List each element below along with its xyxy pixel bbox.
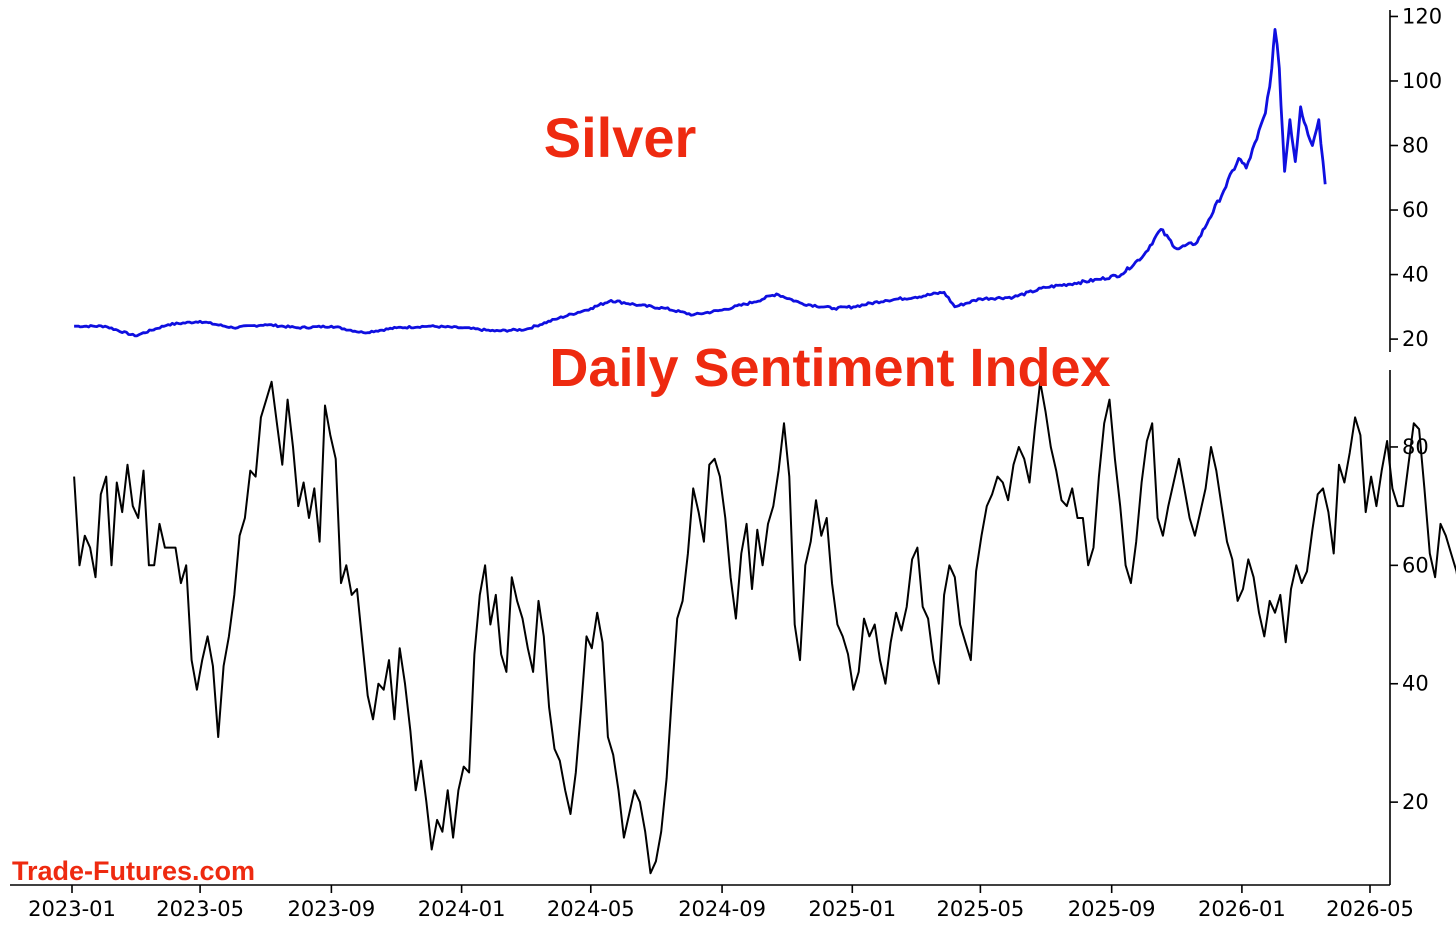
x-axis: 2023-01 2023-05 2023-09 2024-01 2024-05 2024-… [10, 884, 1414, 921]
x-tick-label: 2025-05 [937, 897, 1025, 921]
silver-panel: 20 40 60 80 100 120 Silver [74, 4, 1442, 352]
dsi-line [73, 380, 1456, 875]
x-ticks: 2023-01 2023-05 2023-09 2024-01 2024-05 2024-… [28, 885, 1414, 921]
dsi-title: Daily Sentiment Index [549, 338, 1110, 398]
silver-y-tick-label: 20 [1402, 327, 1429, 351]
silver-price-line [74, 28, 1327, 338]
dsi-y-tick-label: 40 [1402, 672, 1429, 696]
silver-y-tick-label: 100 [1402, 69, 1442, 93]
dsi-y-tick-label: 60 [1402, 553, 1429, 577]
x-tick-label: 2025-01 [808, 897, 896, 921]
silver-y-tick-label: 80 [1402, 134, 1429, 158]
silver-title: Silver [544, 106, 697, 169]
silver-y-ticks: 20 40 60 80 100 120 [1390, 4, 1442, 351]
dsi-panel: 20 40 60 80 Daily Sentiment Index [73, 338, 1456, 885]
x-tick-label: 2023-05 [156, 897, 244, 921]
dsi-y-tick-label: 20 [1402, 790, 1429, 814]
x-tick-label: 2026-01 [1198, 897, 1286, 921]
x-tick-label: 2024-09 [678, 897, 766, 921]
x-tick-label: 2024-01 [418, 897, 506, 921]
x-tick-label: 2023-01 [28, 897, 116, 921]
dsi-y-ticks: 20 40 60 80 [1390, 435, 1429, 814]
x-tick-label: 2024-05 [547, 897, 635, 921]
x-tick-label: 2026-05 [1326, 897, 1414, 921]
dsi-y-tick-label: 80 [1402, 435, 1429, 459]
silver-y-tick-label: 40 [1402, 263, 1429, 287]
x-tick-label: 2023-09 [288, 897, 376, 921]
watermark: Trade-Futures.com [12, 856, 255, 886]
silver-y-tick-label: 120 [1402, 4, 1442, 28]
x-tick-label: 2025-09 [1068, 897, 1156, 921]
silver-y-tick-label: 60 [1402, 198, 1429, 222]
